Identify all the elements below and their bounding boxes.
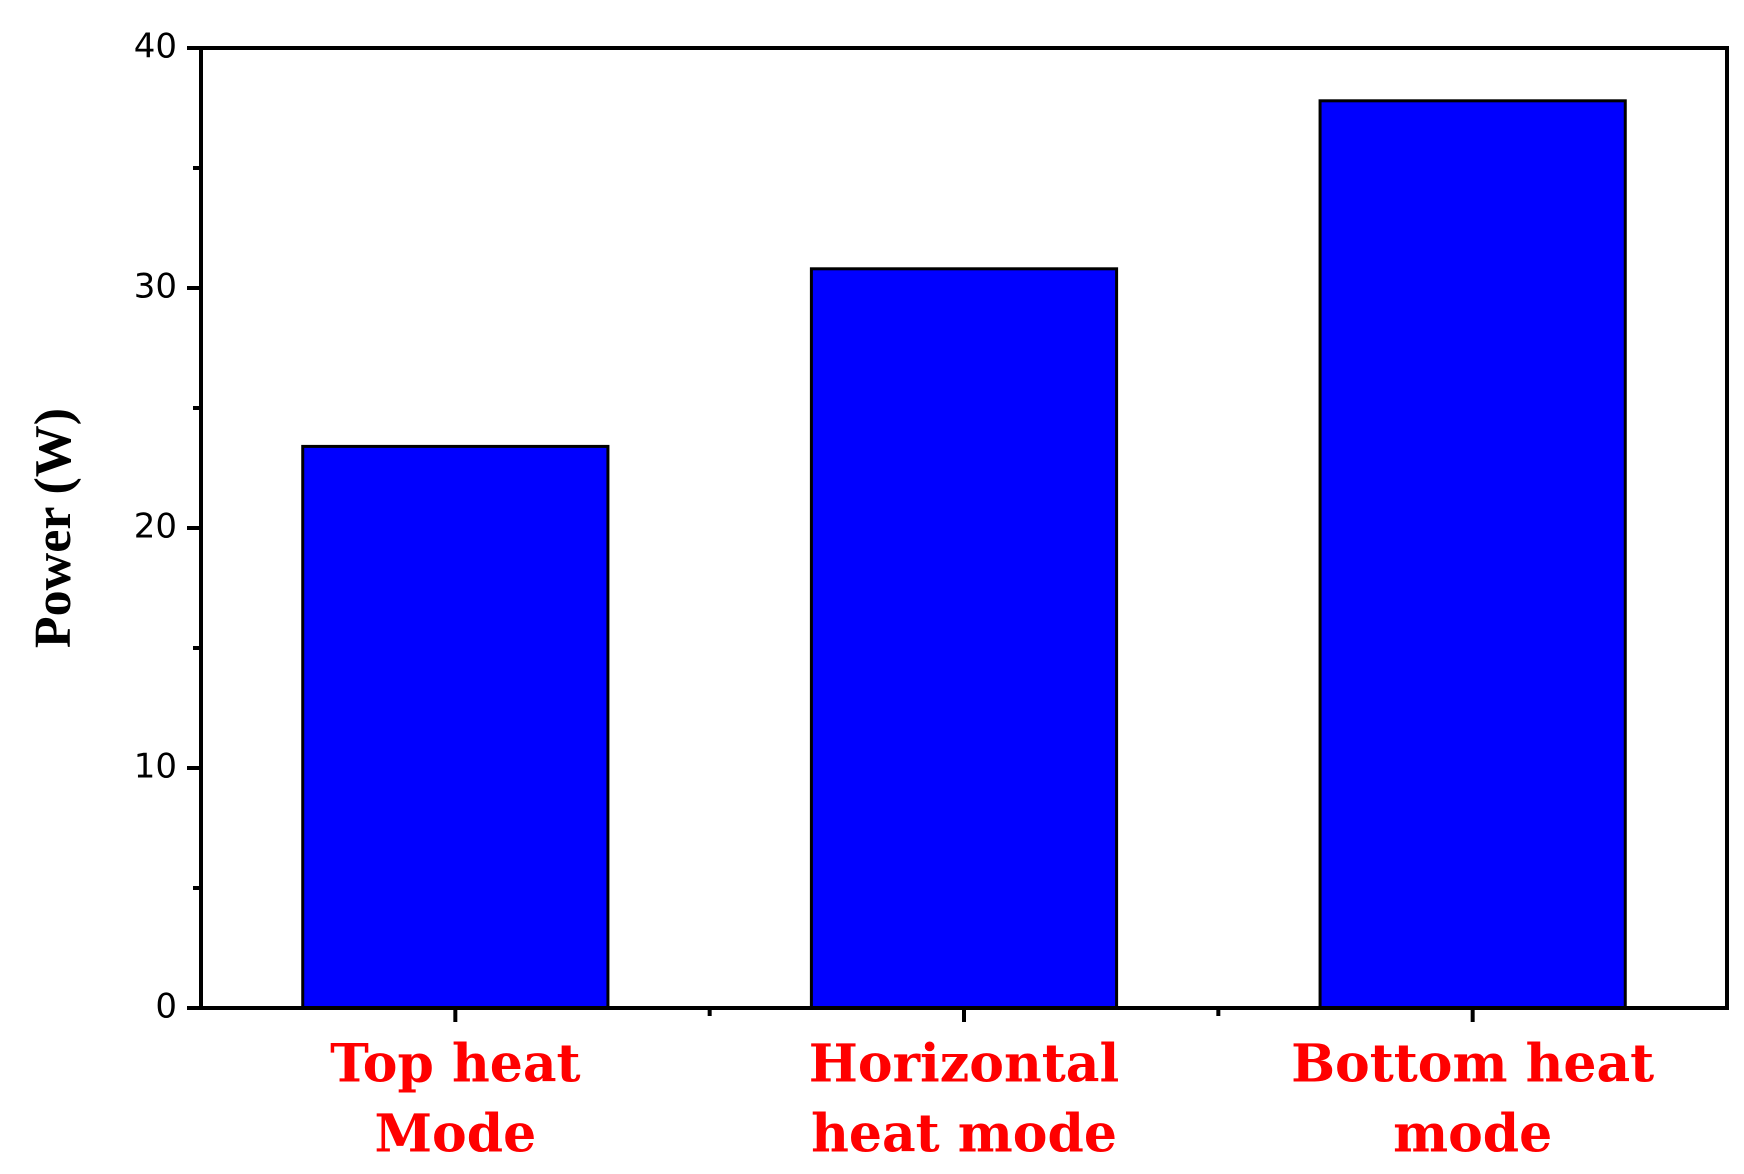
x-tick-label: Bottom heat [1291,1034,1654,1095]
bar [301,444,610,1010]
x-tick-label: mode [1393,1104,1552,1165]
y-tick-label: 20 [134,507,177,547]
bar [809,267,1119,1010]
y-tick-label: 40 [134,27,177,67]
bar [1318,99,1627,1010]
x-tick-label: heat mode [811,1104,1117,1165]
y-tick-label: 30 [134,267,177,307]
x-tick-label: Top heat [330,1034,580,1095]
y-tick-label: 10 [134,747,177,787]
x-tick-label: Horizontal [809,1034,1119,1095]
y-tick-label: 0 [155,987,177,1027]
y-axis-label: Power (W) [25,408,82,648]
x-tick-label: Mode [374,1104,536,1165]
